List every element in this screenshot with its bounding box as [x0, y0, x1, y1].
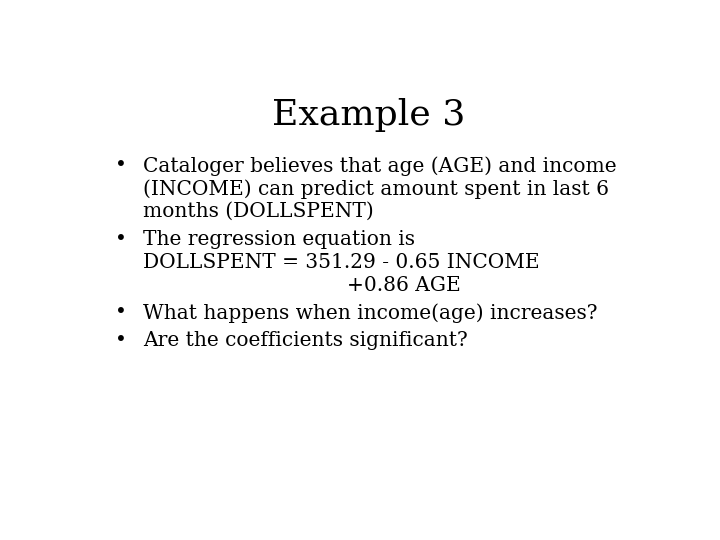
Text: •: • [114, 156, 127, 176]
Text: DOLLSPENT = 351.29 - 0.65 INCOME: DOLLSPENT = 351.29 - 0.65 INCOME [143, 253, 539, 272]
Text: Example 3: Example 3 [272, 98, 466, 132]
Text: +0.86 AGE: +0.86 AGE [143, 275, 461, 295]
Text: •: • [114, 230, 127, 249]
Text: •: • [114, 332, 127, 350]
Text: The regression equation is: The regression equation is [143, 230, 415, 249]
Text: Are the coefficients significant?: Are the coefficients significant? [143, 332, 468, 350]
Text: Cataloger believes that age (AGE) and income: Cataloger believes that age (AGE) and in… [143, 156, 616, 176]
Text: (INCOME) can predict amount spent in last 6: (INCOME) can predict amount spent in las… [143, 179, 609, 199]
Text: What happens when income(age) increases?: What happens when income(age) increases? [143, 303, 598, 323]
Text: •: • [114, 303, 127, 322]
Text: months (DOLLSPENT): months (DOLLSPENT) [143, 202, 374, 221]
